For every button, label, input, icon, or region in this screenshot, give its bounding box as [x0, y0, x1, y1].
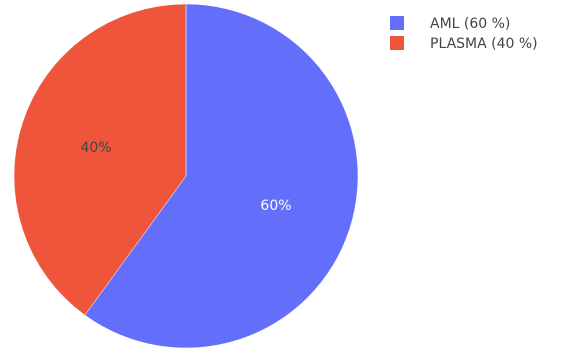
legend: AML (60 %) PLASMA (40 %)	[390, 16, 538, 52]
legend-item-aml[interactable]: AML (60 %)	[390, 16, 510, 32]
legend-swatch	[390, 16, 404, 30]
pie-slices	[13, 3, 359, 349]
legend-label: PLASMA (40 %)	[430, 36, 538, 52]
pie-slice-label-plasma: 40%	[80, 140, 111, 156]
pie-slice-labels: 60% 40%	[80, 140, 291, 214]
legend-item-plasma[interactable]: PLASMA (40 %)	[390, 36, 538, 52]
legend-label: AML (60 %)	[430, 16, 510, 32]
legend-swatch	[390, 36, 404, 50]
pie-slice-label-aml: 60%	[260, 198, 291, 214]
pie-slice-aml[interactable]	[84, 3, 359, 349]
pie-slice-plasma[interactable]	[13, 3, 187, 316]
